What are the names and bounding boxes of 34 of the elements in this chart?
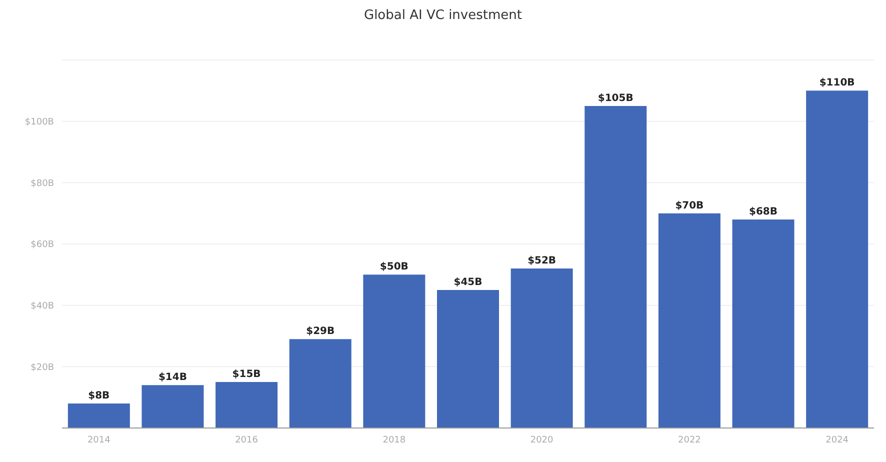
x-tick-label: 2016 — [235, 435, 258, 446]
x-tick-label: 2014 — [87, 435, 111, 446]
bar — [363, 274, 426, 428]
y-tick-label: $40B — [30, 302, 54, 312]
bar — [68, 403, 130, 428]
data-label: $14B — [158, 372, 187, 384]
bar — [658, 213, 720, 428]
y-tick-label: $80B — [30, 178, 54, 189]
y-tick-label: $60B — [30, 240, 54, 250]
y-tick-label: $100B — [24, 118, 54, 128]
bar — [806, 90, 868, 428]
bar — [510, 268, 573, 428]
data-label: $105B — [598, 93, 634, 104]
data-label: $68B — [749, 206, 778, 218]
bar — [216, 382, 278, 428]
data-label: $8B — [88, 390, 110, 402]
x-tick-label: 2022 — [678, 435, 701, 446]
bar — [732, 219, 794, 428]
y-tick-label: $20B — [30, 362, 54, 373]
x-tick-label: 2024 — [826, 435, 849, 446]
bar — [584, 106, 647, 428]
data-label: $52B — [528, 256, 556, 267]
data-label: $110B — [819, 78, 855, 89]
data-label: $50B — [380, 262, 408, 273]
chart-title: Global AI VC investment — [363, 8, 523, 25]
x-tick-label: 2018 — [382, 435, 406, 446]
x-tick-label: 2020 — [530, 435, 554, 446]
bar — [142, 385, 204, 428]
data-label: $70B — [675, 200, 704, 212]
bar — [436, 290, 499, 428]
data-label: $45B — [454, 277, 482, 288]
data-label: $15B — [232, 369, 261, 380]
bar — [289, 339, 352, 428]
data-label: $29B — [306, 326, 335, 338]
